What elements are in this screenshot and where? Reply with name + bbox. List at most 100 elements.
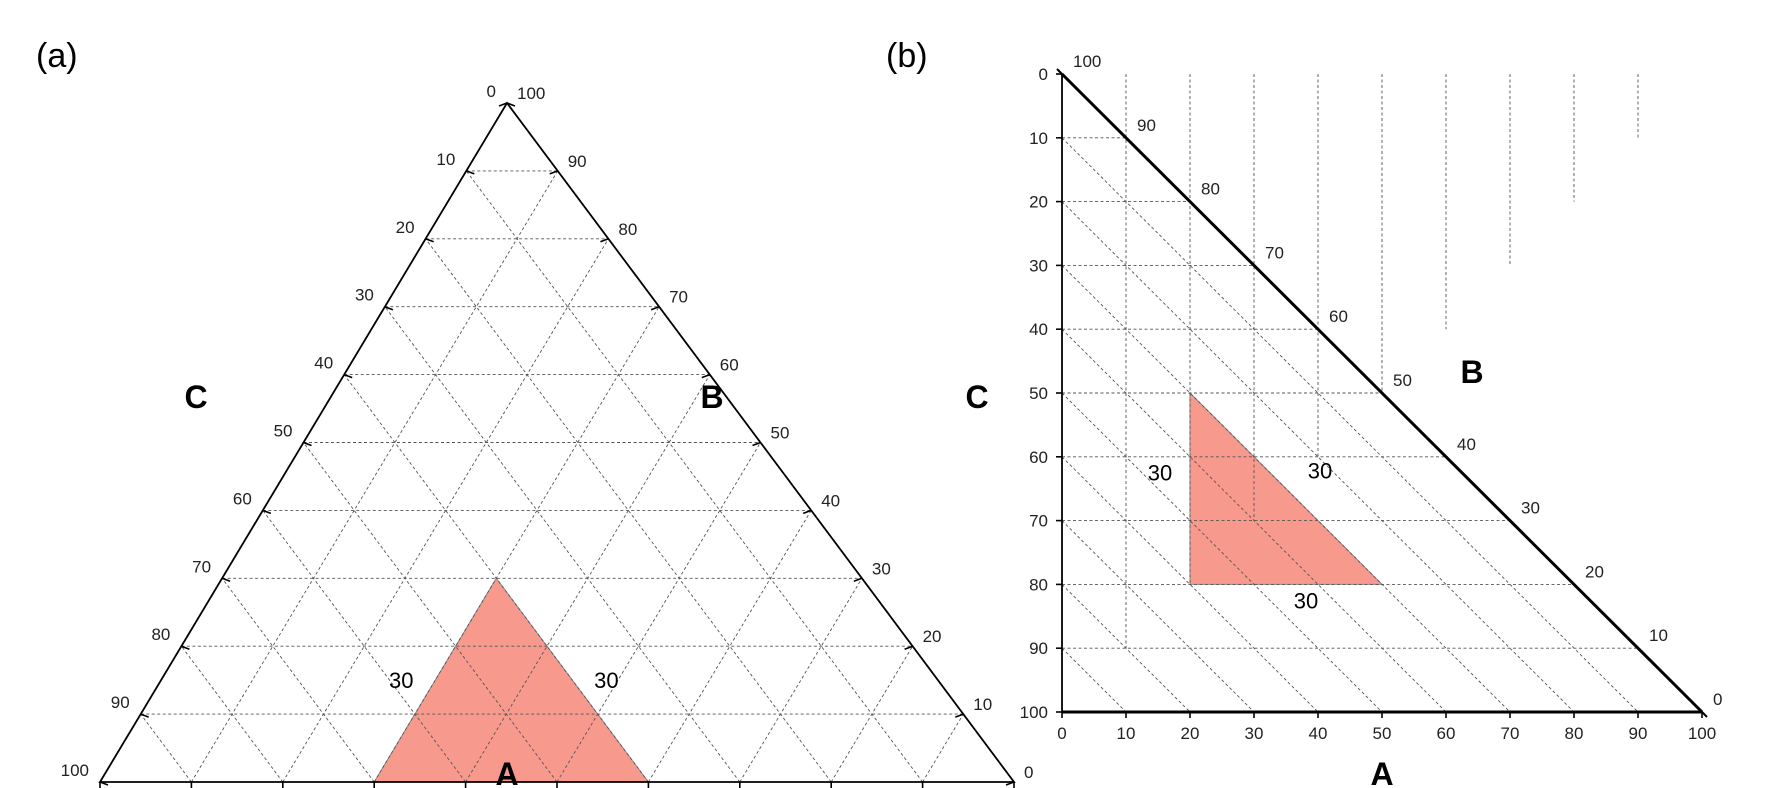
- tick-label-b-B-90: 90: [1137, 116, 1156, 135]
- grid-line-a-70: [739, 578, 863, 783]
- tick-label-a-B-20: 20: [923, 627, 942, 646]
- tick-label-a-B-40: 40: [821, 491, 840, 510]
- tick-label-a-B-70: 70: [669, 288, 688, 307]
- tick-label-b-A-40: 40: [1309, 724, 1328, 743]
- tick-label-a-C-100: 100: [61, 761, 89, 780]
- tick-label-b-C-100: 100: [1020, 703, 1048, 722]
- tick-label-b-C-30: 30: [1029, 256, 1048, 275]
- grid-line-a-20: [282, 238, 609, 783]
- tick-a-B-80: [600, 238, 609, 243]
- tick-label-a-C-70: 70: [192, 557, 211, 576]
- tick-label-b-A-80: 80: [1565, 724, 1584, 743]
- tick-label-a-B-80: 80: [618, 220, 637, 239]
- grid-line-b-diagonal-80: [1061, 584, 1191, 713]
- tick-label-b-A-0: 0: [1057, 724, 1066, 743]
- axis-label-a-A: A: [495, 756, 518, 788]
- tick-b-B-40: [1440, 451, 1452, 463]
- tick-label-a-C-50: 50: [274, 422, 293, 441]
- tick-label-a-B-100: 100: [517, 84, 545, 103]
- grid-line-a-90: [922, 713, 964, 783]
- tick-a-B-100: [498, 102, 508, 107]
- tick-label-b-B-20: 20: [1585, 562, 1604, 581]
- tick-label-b-B-30: 30: [1521, 499, 1540, 518]
- tick-label-a-C-30: 30: [355, 286, 374, 305]
- tick-label-a-C-90: 90: [111, 693, 130, 712]
- grid-line-c-70: [221, 578, 375, 783]
- tick-a-B-70: [650, 305, 660, 311]
- tick-label-a-B-90: 90: [568, 152, 587, 171]
- tick-label-a-B-10: 10: [973, 695, 992, 714]
- panel-label-a: (a): [36, 37, 78, 75]
- grid-line-b-diagonal-70: [1061, 520, 1255, 713]
- axis-label-a-B: B: [700, 379, 723, 415]
- tick-label-b-A-100: 100: [1688, 724, 1716, 743]
- tick-b-B-10: [1632, 642, 1644, 654]
- region-edge-label-b-bottom: 30: [1294, 588, 1318, 613]
- tick-label-b-A-20: 20: [1181, 724, 1200, 743]
- tick-label-b-A-70: 70: [1501, 724, 1520, 743]
- ternary-diagram-a: (a) 000101010202020303030404040505050606…: [36, 37, 1033, 788]
- tick-b-B-50: [1376, 387, 1388, 399]
- tick-label-b-B-50: 50: [1393, 371, 1412, 390]
- tick-label-b-A-30: 30: [1245, 724, 1264, 743]
- axis-label-a-C: C: [184, 379, 207, 415]
- grid-line-c-20: [425, 238, 832, 783]
- grid-line-b-diagonal-90: [1061, 647, 1127, 713]
- tick-label-a-C-40: 40: [314, 354, 333, 373]
- ticks-b: [1056, 68, 1708, 718]
- tick-a-C-70: [221, 577, 231, 583]
- axis-label-b-C: C: [965, 379, 988, 415]
- tick-label-b-C-70: 70: [1029, 512, 1048, 531]
- tick-label-b-B-40: 40: [1457, 435, 1476, 454]
- axis-label-b-B: B: [1460, 354, 1483, 390]
- tick-a-C-60: [262, 509, 272, 515]
- tick-a-C-10: [466, 170, 475, 175]
- tick-label-b-C-90: 90: [1029, 639, 1048, 658]
- tick-a-B-50: [752, 441, 761, 447]
- tick-label-b-B-100: 100: [1073, 52, 1101, 71]
- grid-line-b-diagonal-10: [1061, 137, 1639, 713]
- region-edge-label-a-left: 30: [389, 668, 413, 693]
- tick-label-a-C-60: 60: [233, 489, 252, 508]
- tick-a-B-30: [853, 577, 863, 583]
- tick-label-b-B-10: 10: [1649, 626, 1668, 645]
- tick-label-a-C-10: 10: [436, 150, 455, 169]
- tick-b-B-90: [1120, 132, 1132, 144]
- grid-line-b-diagonal-30: [1061, 265, 1511, 713]
- tick-b-B-20: [1568, 578, 1580, 591]
- tick-a-C-80: [181, 645, 190, 650]
- region-edge-label-b-left: 30: [1148, 461, 1172, 486]
- region-edge-label-b-hypotenuse: 30: [1308, 459, 1332, 484]
- tick-label-a-C-20: 20: [396, 218, 415, 237]
- tick-a-C-0: [506, 102, 516, 107]
- tick-a-C-20: [425, 238, 434, 243]
- tick-label-b-C-0: 0: [1039, 65, 1048, 84]
- grid-line-c-60: [262, 510, 466, 783]
- tick-a-C-100: [99, 781, 109, 786]
- ternary-diagram-b: (b) 0 0 0 10 10 10 20 20 20 30 30 30 40 40 40 50 50 50 60 6…: [886, 37, 1722, 788]
- tick-label-a-C-0: 0: [487, 82, 496, 101]
- tick-label-b-A-50: 50: [1373, 724, 1392, 743]
- tick-label-b-B-60: 60: [1329, 307, 1348, 326]
- grid-line-c-50: [303, 442, 558, 783]
- tick-label-b-B-0: 0: [1713, 690, 1722, 709]
- tick-b-B-70: [1248, 259, 1260, 272]
- tick-b-B-80: [1184, 195, 1196, 208]
- grid-line-c-80: [181, 645, 284, 783]
- tick-a-B-20: [904, 645, 913, 650]
- tick-label-a-B-30: 30: [872, 559, 891, 578]
- tick-label-b-B-80: 80: [1201, 180, 1220, 199]
- ticks-a: [99, 102, 1015, 788]
- tick-label-b-C-50: 50: [1029, 384, 1048, 403]
- grid-line-c-40: [343, 374, 649, 783]
- grid-a: [140, 170, 964, 783]
- tick-a-C-90: [140, 713, 149, 718]
- tick-a-C-30: [384, 305, 394, 311]
- tick-label-b-A-10: 10: [1117, 724, 1136, 743]
- region-edge-label-a-right: 30: [594, 668, 618, 693]
- panel-label-b: (b): [886, 37, 928, 75]
- tick-a-B-10: [955, 713, 964, 718]
- tick-label-b-C-80: 80: [1029, 575, 1048, 594]
- tick-label-a-B-0: 0: [1024, 763, 1033, 782]
